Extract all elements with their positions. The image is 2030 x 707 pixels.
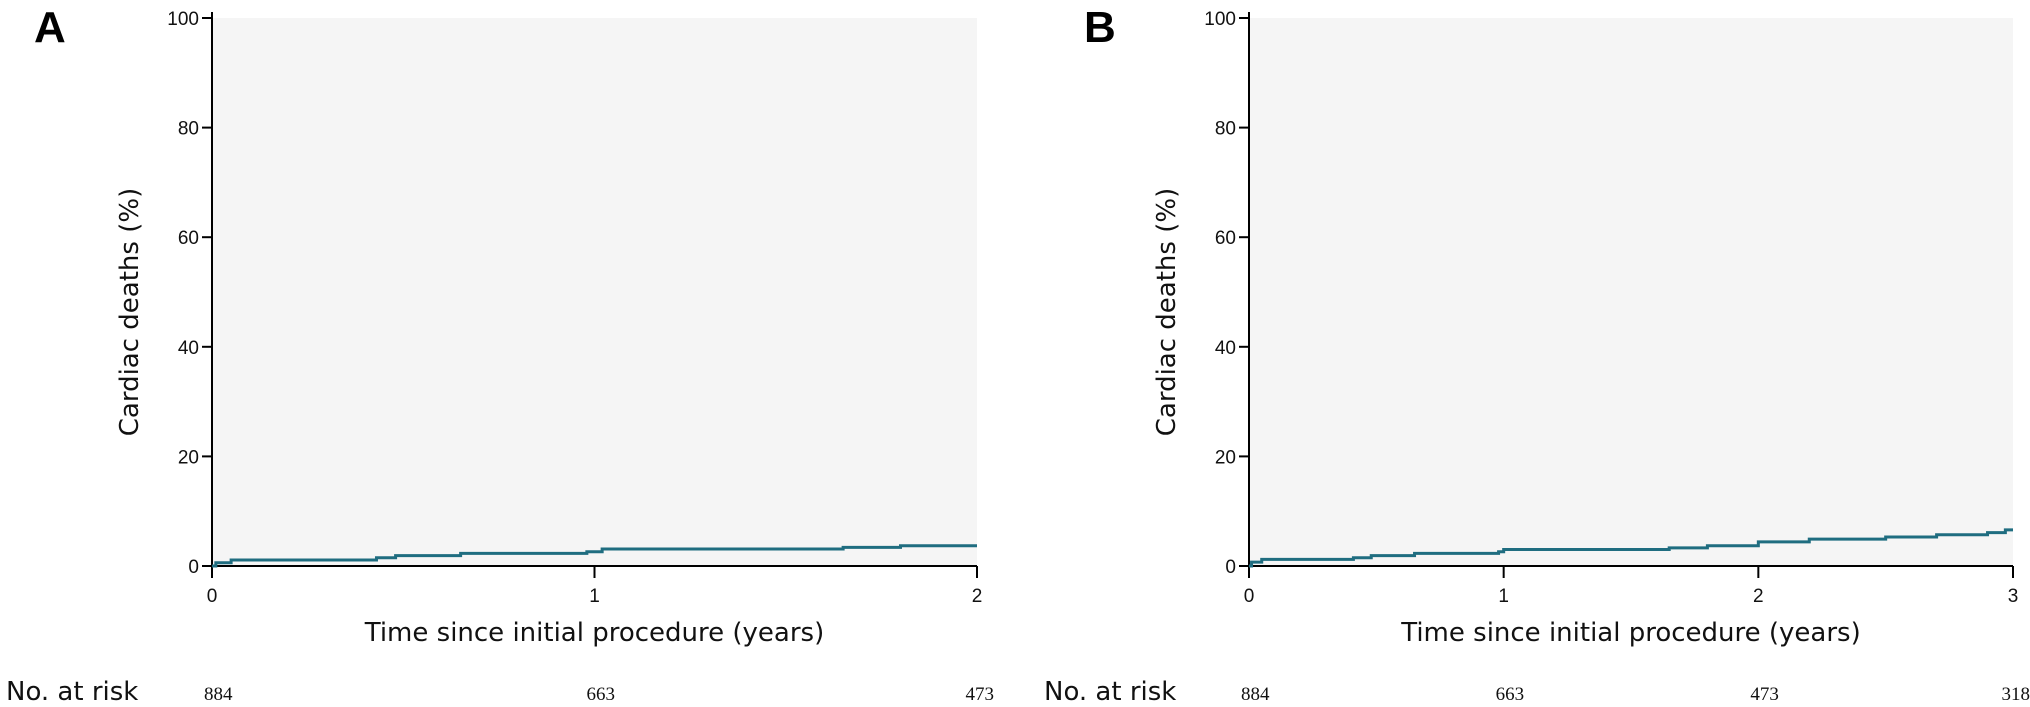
y-tick-label: 80 xyxy=(1215,119,1236,140)
y-tick-label: 40 xyxy=(1215,338,1236,359)
y-tick-label: 20 xyxy=(1215,447,1236,468)
risk-table-value: 663 xyxy=(1496,684,1525,705)
y-tick-label: 80 xyxy=(178,119,199,140)
x-tick-label: 1 xyxy=(1498,586,1509,607)
y-tick-label: 0 xyxy=(1225,557,1236,578)
panel-label: B xyxy=(1084,3,1116,52)
panel-b: B 0 20 40 60 80 100 0 1 2 3 Time since initial proc… xyxy=(1044,3,2030,707)
panel-label: A xyxy=(34,3,66,52)
plot-background xyxy=(1249,18,2013,566)
y-axis-title: Cardiac deaths (%) xyxy=(115,188,145,436)
panel-a: A 0 20 40 60 80 100 0 1 2 Time since initial proce… xyxy=(6,3,994,707)
x-tick-label: 0 xyxy=(207,586,218,607)
y-tick-label: 100 xyxy=(1204,9,1236,30)
y-tick-label: 20 xyxy=(178,447,199,468)
series-line xyxy=(212,544,977,568)
x-tick-label: 0 xyxy=(1244,586,1255,607)
plot-background xyxy=(212,18,977,566)
x-tick-label: 3 xyxy=(2008,586,2019,607)
y-tick-label: 40 xyxy=(178,338,199,359)
risk-table-value: 318 xyxy=(2002,684,2030,705)
x-axis-title: Time since initial procedure (years) xyxy=(364,618,824,648)
y-tick-label: 100 xyxy=(167,9,199,30)
risk-table-value: 473 xyxy=(1750,684,1779,705)
risk-table-value: 884 xyxy=(204,684,233,705)
y-tick-label: 0 xyxy=(188,557,199,578)
x-tick-label: 2 xyxy=(972,586,983,607)
risk-table-value: 663 xyxy=(587,684,616,705)
risk-table-value: 473 xyxy=(966,684,995,705)
y-tick-label: 60 xyxy=(1215,228,1236,249)
x-tick-label: 2 xyxy=(1753,586,1764,607)
risk-table-label: No. at risk xyxy=(1044,677,1176,707)
x-tick-label: 1 xyxy=(589,586,600,607)
y-axis-title: Cardiac deaths (%) xyxy=(1152,188,1182,436)
y-tick-label: 60 xyxy=(178,228,199,249)
risk-table-label: No. at risk xyxy=(6,677,138,707)
risk-table-value: 884 xyxy=(1241,684,1270,705)
x-axis-title: Time since initial procedure (years) xyxy=(1400,618,1860,648)
series-line xyxy=(1249,528,2013,568)
